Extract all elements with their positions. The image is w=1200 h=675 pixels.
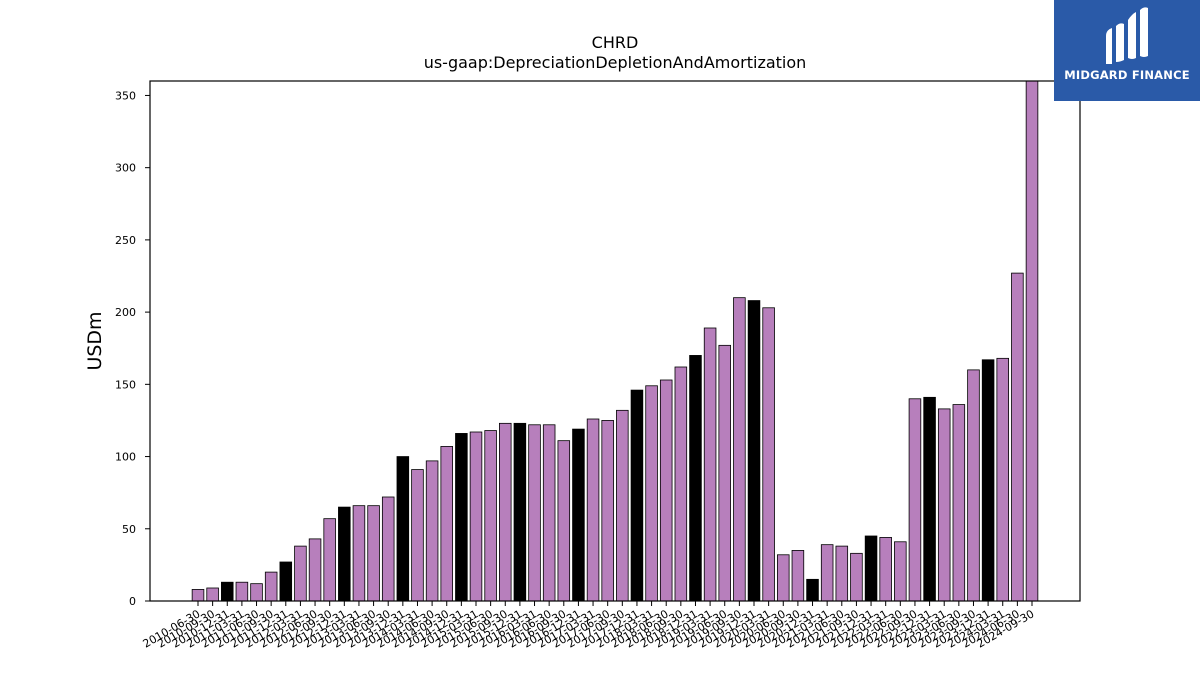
bar-2012-06-30 (308, 538, 322, 602)
bar-2019-06-30 (718, 344, 731, 602)
chart-title: CHRD (592, 33, 639, 52)
bar-2012-09-30 (323, 518, 336, 602)
bar-2017-06-30 (601, 420, 614, 602)
bar-2010-09-30 (206, 587, 219, 602)
bar-2017-12-31 (630, 389, 644, 602)
bar-2011-03-31 (235, 581, 249, 602)
bar-2024-06-30 (1011, 272, 1024, 602)
bar-2016-12-31 (572, 428, 585, 602)
bar-2021-03-31 (820, 544, 834, 602)
y-tick-label: 200 (115, 306, 136, 319)
bar-2010-12-31 (221, 581, 234, 602)
bar-2021-12-31 (864, 535, 878, 602)
bar-2020-12-31 (806, 578, 819, 602)
bar-2023-06-30 (952, 404, 966, 602)
bar-2010-06-30 (191, 589, 205, 602)
bar-2018-06-30 (659, 379, 673, 602)
bar-2022-12-31 (923, 396, 936, 602)
bar-2023-12-31 (981, 359, 995, 602)
bar-2011-12-31 (279, 561, 293, 602)
x-axis: 2010-06-302010-09-302010-12-312011-03-31… (141, 601, 1037, 651)
bar-2024-09-30 (1025, 80, 1039, 602)
bar-2019-03-31 (703, 327, 717, 602)
bar-2023-09-30 (967, 369, 980, 602)
bar-2016-09-30 (557, 440, 571, 602)
bar-2011-06-30 (250, 583, 263, 602)
bar-2015-12-31 (513, 422, 527, 602)
bar-2016-06-30 (542, 424, 556, 602)
bar-2020-09-30 (791, 550, 805, 602)
bar-2013-03-31 (352, 505, 366, 602)
bar-2022-03-31 (879, 537, 892, 602)
y-tick-label: 350 (115, 89, 136, 102)
bar-2014-12-31 (455, 433, 468, 602)
bar-2022-06-30 (894, 541, 907, 602)
bar-2013-06-30 (367, 505, 380, 602)
y-tick-label: 50 (122, 523, 136, 536)
bar-2020-03-31 (762, 307, 775, 602)
bar-2014-03-31 (411, 469, 424, 602)
bar-2023-03-31 (937, 408, 951, 602)
bar-2018-09-30 (674, 366, 688, 602)
bar-2011-09-30 (264, 571, 278, 602)
bar-2012-03-31 (294, 545, 307, 602)
bar-2015-06-30 (484, 430, 497, 602)
y-tick-label: 100 (115, 451, 136, 464)
bar-2024-03-31 (996, 357, 1009, 602)
bar-2018-12-31 (689, 355, 702, 602)
bar-2014-06-30 (425, 460, 439, 602)
bar-2013-12-31 (396, 456, 410, 602)
bar-2014-09-30 (440, 446, 453, 602)
y-axis: 0 50 100 150 200 250 300 350 (115, 89, 150, 608)
chart-subtitle: us-gaap:DepreciationDepletionAndAmortiza… (424, 53, 807, 72)
brand-logo: MIDGARD FINANCE (1054, 0, 1200, 101)
bar-2015-09-30 (499, 422, 512, 602)
bars-group (191, 80, 1039, 602)
bar-2022-09-30 (908, 398, 922, 602)
bar-2015-03-31 (469, 431, 483, 602)
bar-2013-09-30 (381, 496, 395, 602)
bar-2020-06-30 (777, 554, 790, 602)
plot-frame (149, 80, 1081, 602)
brand-name: MIDGARD FINANCE (1064, 68, 1190, 82)
bar-2019-12-31 (747, 300, 761, 602)
bar-2021-09-30 (850, 552, 863, 602)
bar-2016-03-31 (528, 424, 541, 602)
bar-2018-03-31 (645, 385, 658, 602)
bar-2012-12-31 (338, 506, 351, 602)
y-tick-label: 300 (115, 162, 136, 175)
logo-mark-icon (1106, 7, 1148, 64)
y-tick-label: 150 (115, 378, 136, 391)
bar-2019-09-30 (733, 297, 746, 602)
y-tick-label: 250 (115, 234, 136, 247)
bar-2017-09-30 (616, 409, 629, 602)
bar-2021-06-30 (835, 545, 849, 602)
y-tick-label: 0 (129, 595, 136, 608)
y-axis-label: USDm (84, 311, 106, 370)
bar-2017-03-31 (586, 418, 600, 602)
